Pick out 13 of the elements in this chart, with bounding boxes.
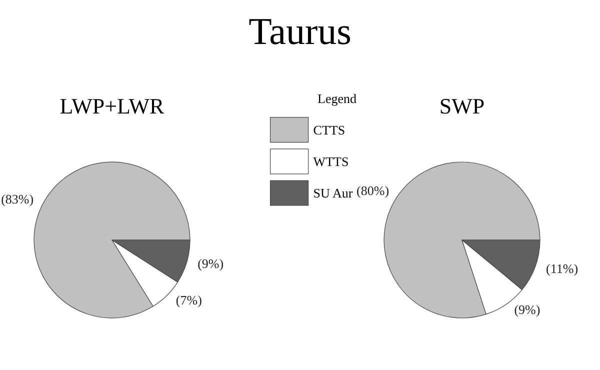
data-label: (83%)	[1, 192, 34, 207]
data-label: (7%)	[176, 292, 202, 308]
data-label: (11%)	[546, 260, 578, 276]
data-label: (9%)	[514, 302, 540, 317]
legend-label: SU Aur	[313, 186, 354, 200]
data-label: (80%)	[356, 183, 390, 198]
legend-title: Legend	[318, 91, 357, 106]
data-label: (9%)	[198, 256, 224, 272]
slice-label: LWP+LWR	[60, 94, 165, 118]
legend-label: WTTS	[313, 154, 349, 169]
chart-title: Taurus	[248, 11, 352, 53]
legend-label: CTTS	[313, 122, 346, 138]
slice-label: SWP	[439, 94, 485, 118]
